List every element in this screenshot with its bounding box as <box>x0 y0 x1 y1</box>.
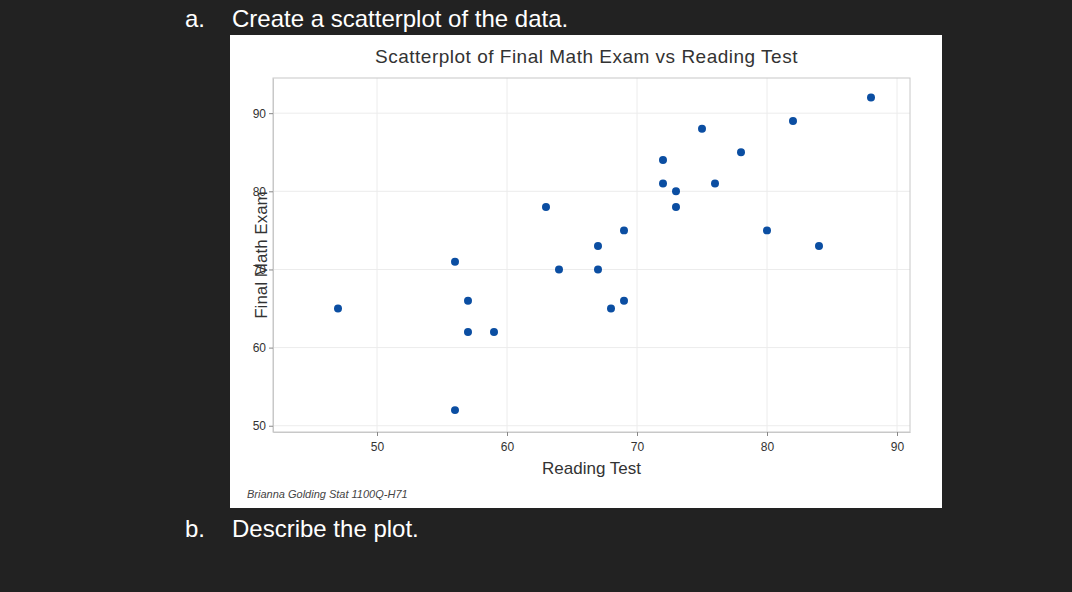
item-text: Describe the plot. <box>232 515 419 542</box>
point <box>711 180 719 188</box>
point <box>659 156 667 164</box>
point <box>763 226 771 234</box>
x-tick-mark <box>897 432 898 436</box>
grid-line-x <box>767 78 768 432</box>
point <box>607 305 615 313</box>
x-tick: 50 <box>371 432 385 454</box>
x-tick: 80 <box>761 432 775 454</box>
point <box>620 226 628 234</box>
y-tick-mark <box>269 113 273 114</box>
x-tick-label: 80 <box>761 440 775 454</box>
grid-line-y <box>273 113 910 114</box>
point <box>672 187 680 195</box>
point <box>555 265 563 273</box>
grid-line-y <box>273 191 910 192</box>
y-tick-label: 50 <box>253 419 267 433</box>
grid-line-y <box>273 425 910 426</box>
point <box>464 328 472 336</box>
y-axis: 5060708090 <box>253 79 274 434</box>
background <box>0 0 1072 592</box>
x-tick-mark <box>377 432 378 436</box>
item-label: a. <box>185 5 205 32</box>
grid-line-x <box>897 78 898 432</box>
grid-line-y <box>273 269 910 270</box>
y-tick: 50 <box>253 419 273 433</box>
x-tick: 70 <box>631 432 645 454</box>
y-axis-title: Final Math Exam <box>252 191 271 319</box>
x-axis-line <box>274 432 911 433</box>
point <box>542 203 550 211</box>
grid-line-x <box>507 78 508 432</box>
point <box>594 265 602 273</box>
point <box>815 242 823 250</box>
x-tick-label: 60 <box>501 440 515 454</box>
x-tick-label: 70 <box>631 440 645 454</box>
point <box>698 125 706 133</box>
point <box>672 203 680 211</box>
caption: Brianna Golding Stat 1100Q-H71 <box>247 488 408 500</box>
point <box>594 242 602 250</box>
y-axis-line <box>273 79 274 433</box>
point <box>451 406 459 414</box>
chart-title: Scatterplot of Final Math Exam vs Readin… <box>375 46 798 67</box>
plot-frame <box>273 78 910 432</box>
grid-line-y <box>273 347 910 348</box>
y-tick-mark <box>269 426 273 427</box>
x-axis-title: Reading Test <box>542 459 641 478</box>
x-tick-mark <box>767 432 768 436</box>
x-tick-mark <box>637 432 638 436</box>
y-tick-label: 90 <box>253 107 267 121</box>
point <box>737 148 745 156</box>
x-tick: 90 <box>891 432 905 454</box>
x-tick-label: 90 <box>891 440 905 454</box>
point <box>490 328 498 336</box>
item-text: Create a scatterplot of the data. <box>232 5 568 32</box>
y-tick-label: 60 <box>253 341 267 355</box>
x-tick: 60 <box>501 432 515 454</box>
point <box>867 94 875 102</box>
grid-line-x <box>637 78 638 432</box>
point <box>464 297 472 305</box>
point <box>659 180 667 188</box>
x-tick-mark <box>507 432 508 436</box>
y-tick-mark <box>269 348 273 349</box>
page: a. Create a scatterplot of the data. b. Des… <box>0 0 1072 592</box>
point <box>334 305 342 313</box>
x-axis: 50 60 70 80 90 <box>274 432 911 454</box>
point <box>789 117 797 125</box>
grid-line-x <box>377 78 378 432</box>
x-tick-label: 50 <box>371 440 385 454</box>
point <box>451 258 459 266</box>
item-label: b. <box>185 515 205 542</box>
y-tick: 90 <box>253 107 273 121</box>
point <box>620 297 628 305</box>
points <box>334 94 875 415</box>
y-tick: 60 <box>253 341 273 355</box>
chart-panel <box>230 35 942 508</box>
grid <box>273 78 910 432</box>
